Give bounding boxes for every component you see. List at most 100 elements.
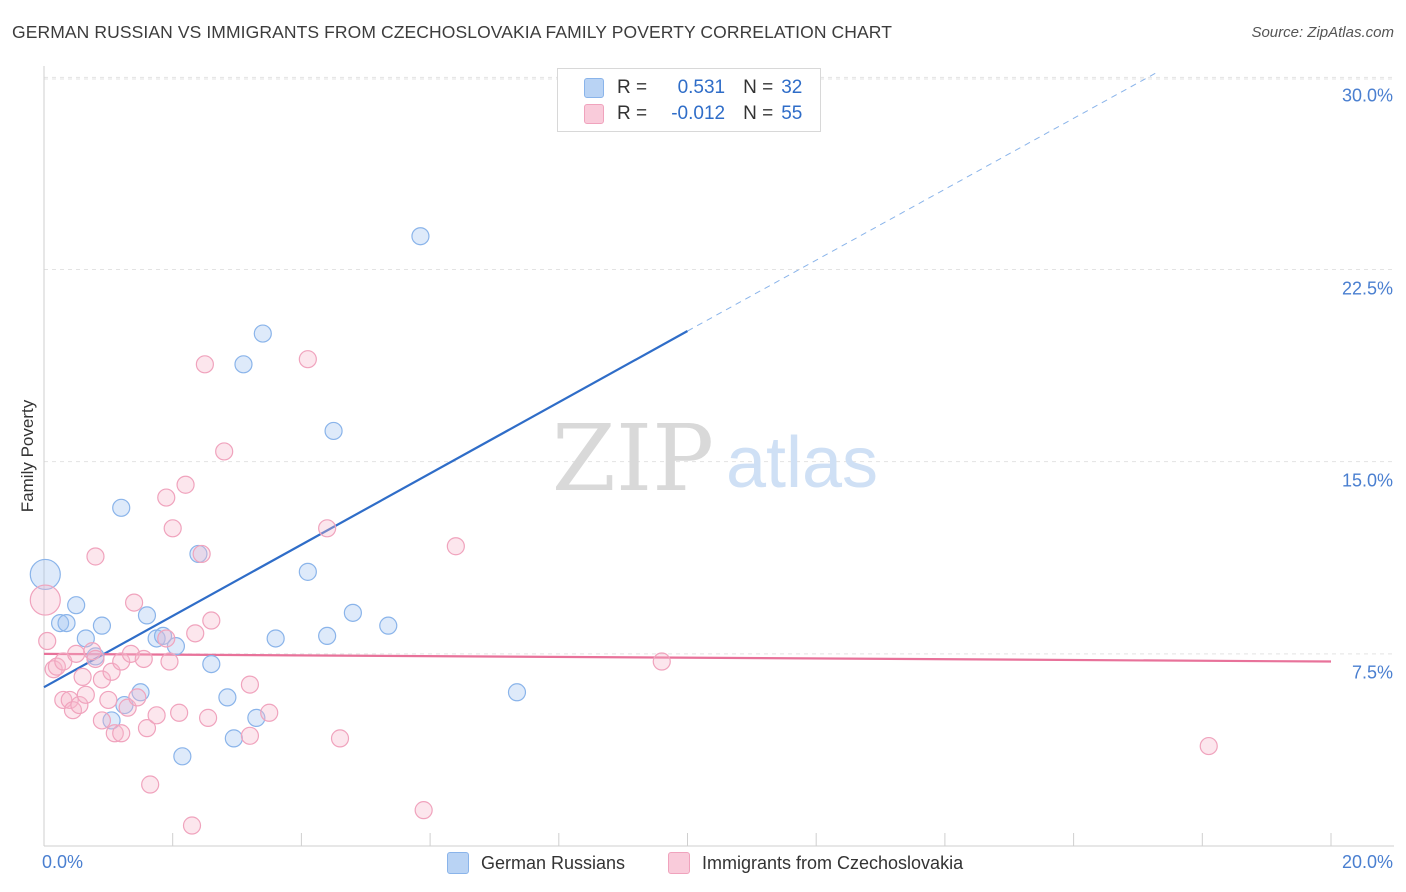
point-czechoslovakia xyxy=(260,703,279,722)
point-czechoslovakia xyxy=(141,775,160,794)
legend-swatch-pink xyxy=(584,104,604,124)
point-czechoslovakia xyxy=(157,629,176,648)
point-czechoslovakia xyxy=(86,547,105,566)
point-german-russians xyxy=(507,683,527,702)
point-czechoslovakia xyxy=(92,670,112,689)
point-german-russians xyxy=(166,637,186,656)
series-legend-czechoslovakia: Immigrants from Czechoslovakia xyxy=(668,852,963,874)
point-czechoslovakia xyxy=(60,690,79,710)
point-czechoslovakia xyxy=(157,488,176,507)
point-czechoslovakia xyxy=(652,652,671,671)
point-czechoslovakia xyxy=(176,475,195,494)
series-swatch-blue xyxy=(447,852,469,874)
point-czechoslovakia xyxy=(330,729,350,748)
point-czechoslovakia xyxy=(240,675,260,694)
point-czechoslovakia xyxy=(198,708,218,727)
correlation-legend: R = 0.531 N = 32 R = -0.012 N = 55 xyxy=(557,68,821,132)
point-german-russians xyxy=(153,626,173,646)
point-german-russians xyxy=(224,729,243,748)
point-czechoslovakia xyxy=(446,537,465,556)
trend-lines xyxy=(43,71,1332,689)
point-czechoslovakia xyxy=(192,544,211,564)
point-german-russians xyxy=(411,227,430,246)
point-czechoslovakia xyxy=(73,667,92,687)
legend-r-value: -0.012 xyxy=(671,103,726,124)
point-czechoslovakia xyxy=(298,350,317,369)
point-czechoslovakia xyxy=(202,611,221,630)
data-points xyxy=(29,75,1218,835)
point-german-russians xyxy=(218,688,237,707)
point-german-russians xyxy=(29,558,61,591)
legend-r-label: R = xyxy=(617,77,648,98)
point-german-russians xyxy=(173,747,192,766)
series-name: German Russians xyxy=(481,852,626,873)
watermark-zip: ZIP xyxy=(552,405,714,512)
point-czechoslovakia xyxy=(318,519,337,538)
point-german-russians xyxy=(57,613,76,633)
point-german-russians xyxy=(266,629,285,648)
point-czechoslovakia xyxy=(76,685,95,704)
point-german-russians xyxy=(112,498,131,517)
point-czechoslovakia xyxy=(112,724,131,743)
series-legend-german-russians: German Russians xyxy=(447,852,625,874)
point-german-russians xyxy=(253,324,272,343)
y-tick-label: 30.0% xyxy=(1341,85,1393,106)
point-czechoslovakia xyxy=(128,688,147,707)
legend-n-label: N = xyxy=(743,103,774,124)
watermark: ZIP atlas xyxy=(552,405,878,512)
x-tick-max: 20.0% xyxy=(1341,852,1393,872)
point-czechoslovakia xyxy=(160,652,179,671)
legend-swatch-blue xyxy=(584,78,604,98)
point-czechoslovakia xyxy=(170,703,189,722)
x-tick-min: 0.0% xyxy=(42,852,84,872)
point-czechoslovakia xyxy=(195,355,214,374)
point-czechoslovakia xyxy=(38,631,57,651)
series-name: Immigrants from Czechoslovakia xyxy=(702,852,964,873)
point-czechoslovakia xyxy=(147,706,166,725)
point-german-russians xyxy=(137,606,157,625)
chart-title: GERMAN RUSSIAN VS IMMIGRANTS FROM CZECHO… xyxy=(12,22,893,42)
legend-row-german-russians: R = 0.531 N = 32 xyxy=(584,77,802,99)
point-czechoslovakia xyxy=(137,719,157,738)
point-czechoslovakia xyxy=(215,442,234,461)
trend-line-german-russians xyxy=(43,330,689,689)
point-czechoslovakia xyxy=(86,649,105,669)
point-german-russians xyxy=(131,683,150,702)
point-czechoslovakia xyxy=(112,652,131,671)
point-czechoslovakia xyxy=(67,644,86,663)
trend-line-german-russians-extension xyxy=(687,71,1158,332)
y-tick-label: 22.5% xyxy=(1341,278,1393,299)
point-czechoslovakia xyxy=(44,660,63,679)
legend-r-label: R = xyxy=(617,103,648,124)
legend-r-value: 0.531 xyxy=(677,77,726,98)
y-tick-label: 7.5% xyxy=(1351,662,1393,683)
y-tick-label: 15.0% xyxy=(1341,470,1393,491)
point-german-russians xyxy=(343,603,362,622)
axes xyxy=(43,66,1394,847)
watermark-atlas: atlas xyxy=(726,423,878,503)
point-czechoslovakia xyxy=(240,726,260,745)
point-czechoslovakia xyxy=(70,695,89,715)
legend-n-value: 32 xyxy=(781,77,803,98)
series-swatch-pink xyxy=(668,852,690,874)
point-german-russians xyxy=(379,616,398,635)
point-german-russians xyxy=(92,616,112,635)
point-czechoslovakia xyxy=(105,724,124,743)
point-german-russians xyxy=(50,613,70,633)
point-german-russians xyxy=(318,626,337,646)
point-german-russians xyxy=(298,562,317,581)
point-czechoslovakia xyxy=(124,593,144,612)
point-czechoslovakia xyxy=(29,584,61,616)
point-czechoslovakia xyxy=(99,690,118,710)
trend-line-czechoslovakia xyxy=(43,652,1332,663)
point-czechoslovakia xyxy=(414,801,433,820)
legend-n-label: N = xyxy=(743,77,774,98)
point-czechoslovakia xyxy=(1199,736,1218,756)
point-german-russians xyxy=(324,421,343,441)
source-label: Source: ZipAtlas.com xyxy=(1251,24,1394,41)
point-czechoslovakia xyxy=(163,519,182,538)
point-german-russians xyxy=(67,596,86,615)
legend-n-value: 55 xyxy=(781,103,803,124)
point-czechoslovakia xyxy=(182,816,202,835)
